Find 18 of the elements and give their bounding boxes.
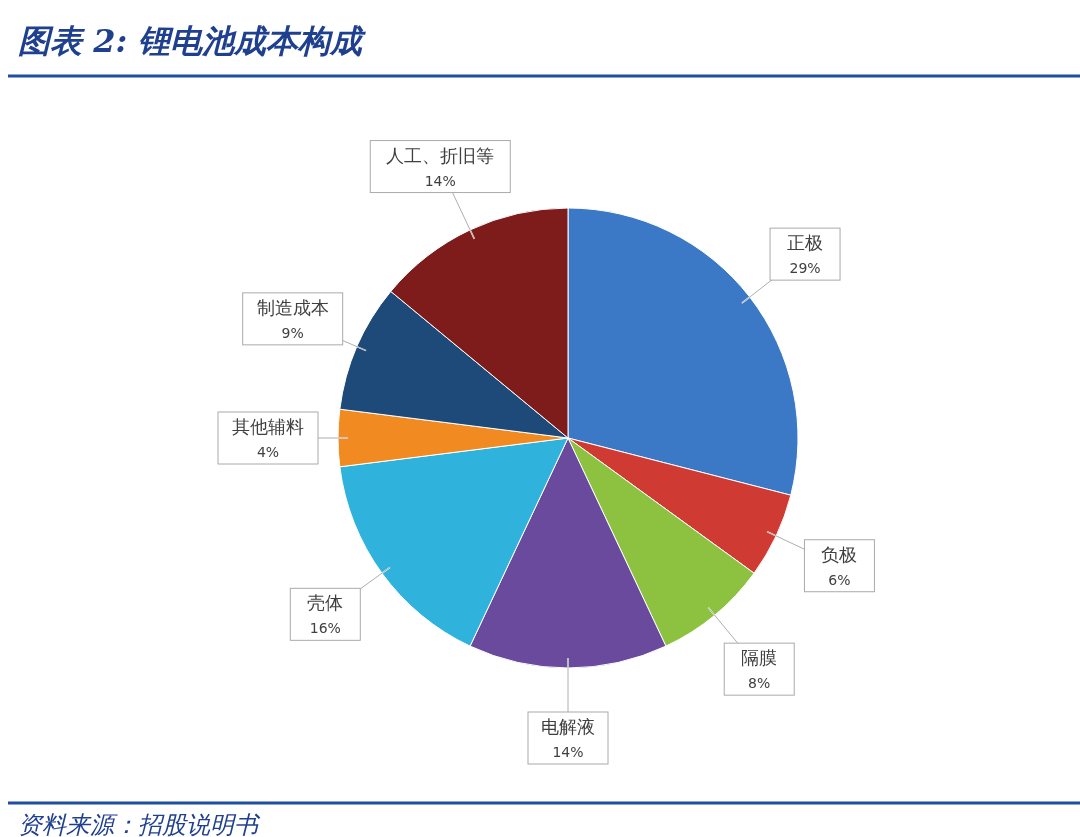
slice-label: 其他辅料 xyxy=(232,416,304,437)
slice-label: 壳体 xyxy=(307,592,344,614)
text: 资料来源：招股说明书 xyxy=(18,811,261,837)
slice-label: 正极 xyxy=(787,232,824,254)
data-label: 29% xyxy=(789,260,821,277)
data-label: 8% xyxy=(748,675,771,692)
data-label: 14% xyxy=(424,172,456,189)
chart-title: 图表 2: 锂电池成本构成 xyxy=(18,22,368,60)
slice-label: 隔膜 xyxy=(741,647,778,669)
data-label: 6% xyxy=(828,571,851,588)
slice-label: 制造成本 xyxy=(256,296,329,318)
data-label: 9% xyxy=(281,324,304,341)
data-label: 4% xyxy=(256,444,280,460)
slice-label: 电解液 xyxy=(541,716,595,737)
data-label: 16% xyxy=(309,620,341,637)
slice-label: 负极 xyxy=(821,543,858,565)
slice-label: 人工、折旧等 xyxy=(386,144,495,166)
data-label: 14% xyxy=(552,744,584,760)
